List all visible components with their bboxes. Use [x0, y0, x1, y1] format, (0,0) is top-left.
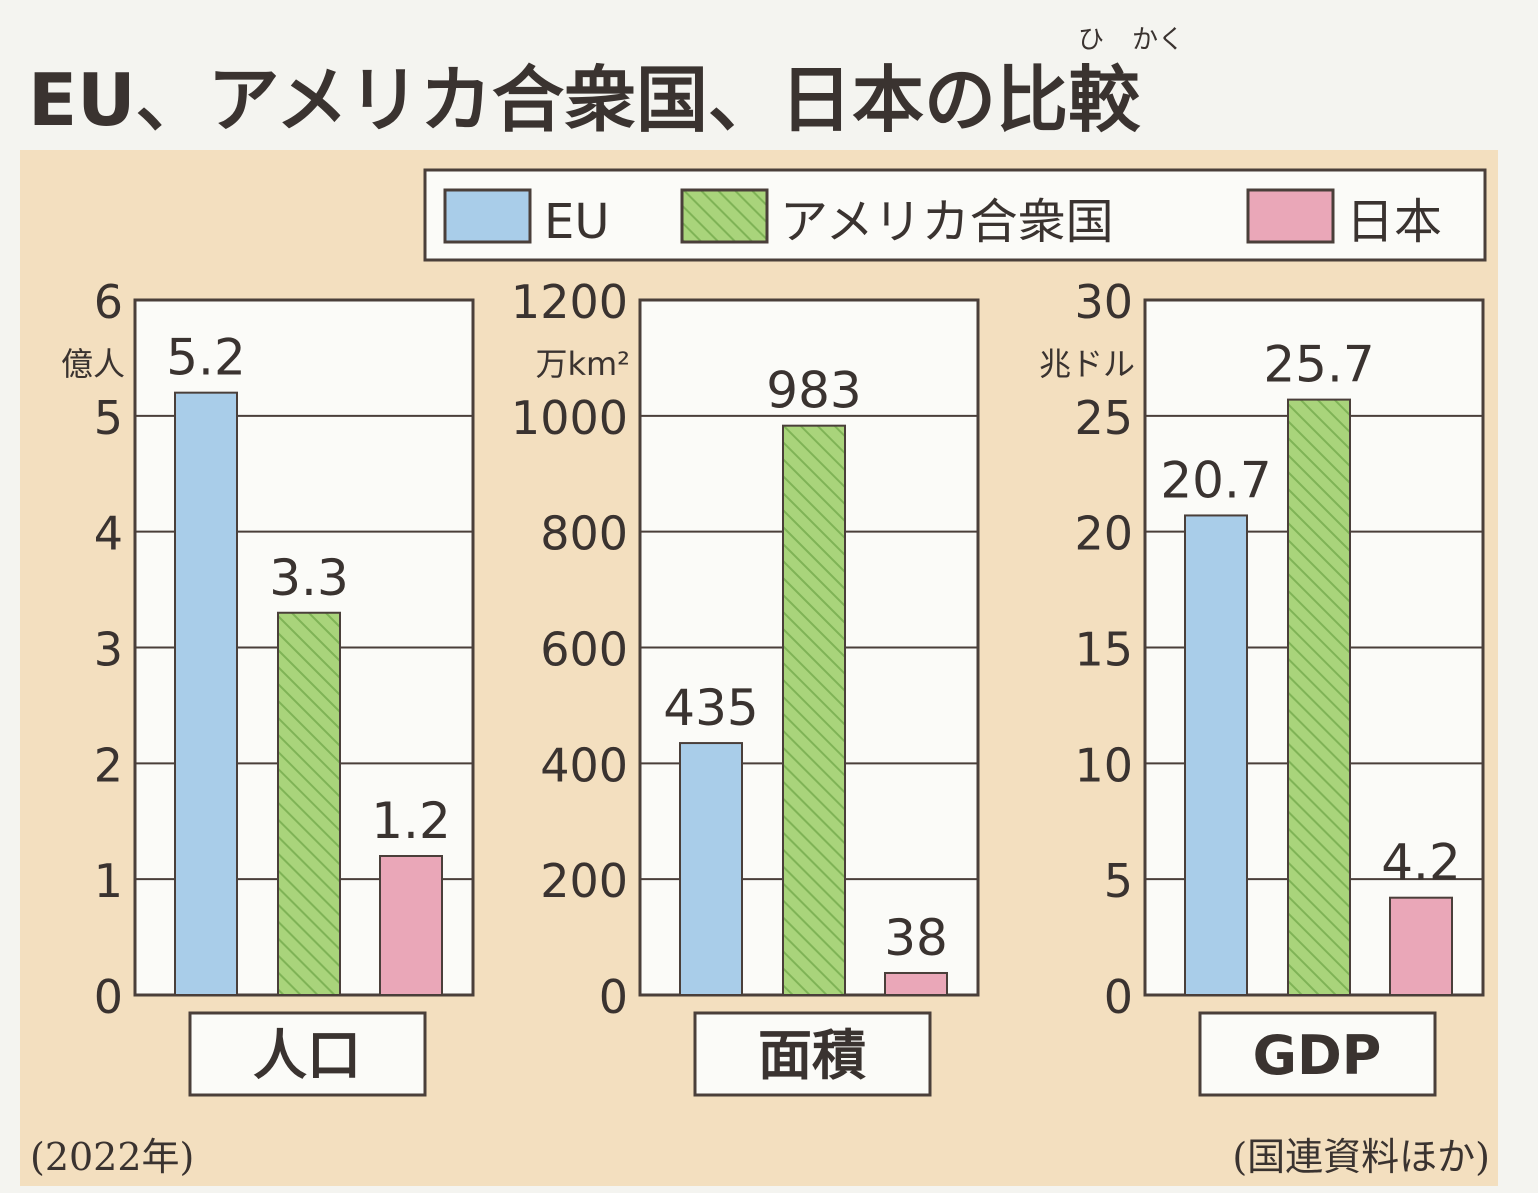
data-label: 38 — [884, 909, 948, 967]
bar-us — [277, 611, 341, 996]
data-label: 25.7 — [1263, 336, 1374, 394]
y-unit-label: 万km² — [535, 345, 630, 383]
legend-swatch-jp — [1246, 188, 1335, 244]
y-tick-label: 5 — [94, 391, 123, 445]
y-tick-label: 1000 — [511, 391, 628, 445]
y-tick-label: 800 — [540, 507, 628, 561]
bar-jp — [379, 855, 443, 996]
chart-title: EU、アメリカ合衆国、日本の比較 — [28, 58, 1141, 142]
y-tick-label: 200 — [540, 854, 628, 908]
y-tick-label: 0 — [1104, 970, 1133, 1024]
data-label: 5.2 — [166, 329, 246, 387]
y-tick-label: 30 — [1074, 275, 1133, 329]
category-box — [1198, 1011, 1437, 1097]
y-tick-label: 4 — [94, 507, 123, 561]
bar-jp — [1389, 896, 1453, 997]
furigana-hi: ひ — [1078, 25, 1104, 55]
legend: EU アメリカ合衆国 日本 — [423, 168, 1487, 262]
y-tick-label: 10 — [1074, 738, 1133, 792]
legend-label-us: アメリカ合衆国 — [780, 194, 1114, 250]
bar-us — [782, 424, 846, 997]
category-title: GDP — [1253, 1024, 1382, 1087]
bar-us — [1287, 398, 1351, 997]
bar-eu — [1184, 514, 1248, 996]
legend-swatch-us — [680, 188, 769, 244]
category-box — [693, 1011, 932, 1097]
y-tick-label: 5 — [1104, 854, 1133, 908]
y-tick-label: 25 — [1074, 391, 1133, 445]
bar-jp — [884, 971, 948, 996]
y-unit-label: 兆ドル — [1039, 345, 1135, 383]
y-tick-label: 3 — [94, 623, 123, 677]
y-tick-label: 1200 — [511, 275, 628, 329]
y-unit-label: 億人 — [61, 345, 125, 383]
category-title: 面積 — [758, 1024, 866, 1087]
data-label: 4.2 — [1381, 834, 1461, 892]
legend-label-jp: 日本 — [1346, 194, 1442, 250]
y-tick-label: 1 — [94, 854, 123, 908]
footnote-year: (2022年) — [30, 1135, 194, 1179]
legend-swatch-eu — [443, 188, 532, 244]
furigana-kaku: かく — [1132, 25, 1184, 55]
bar-eu — [679, 742, 743, 996]
y-tick-label: 15 — [1074, 623, 1133, 677]
y-tick-label: 2 — [94, 738, 123, 792]
y-tick-label: 20 — [1074, 507, 1133, 561]
category-title: 人口 — [253, 1024, 361, 1087]
y-tick-label: 400 — [540, 738, 628, 792]
data-label: 3.3 — [269, 549, 349, 607]
bar-eu — [174, 391, 238, 996]
y-tick-label: 6 — [94, 275, 123, 329]
data-label: 983 — [766, 362, 861, 420]
category-box — [188, 1011, 427, 1097]
y-tick-label: 0 — [94, 970, 123, 1024]
data-label: 1.2 — [371, 792, 451, 850]
y-tick-label: 0 — [599, 970, 628, 1024]
data-label: 20.7 — [1160, 451, 1271, 509]
y-tick-label: 600 — [540, 623, 628, 677]
data-label: 435 — [663, 679, 758, 737]
legend-label-eu: EU — [544, 194, 609, 250]
footnote-source: (国連資料ほか) — [1232, 1135, 1490, 1179]
